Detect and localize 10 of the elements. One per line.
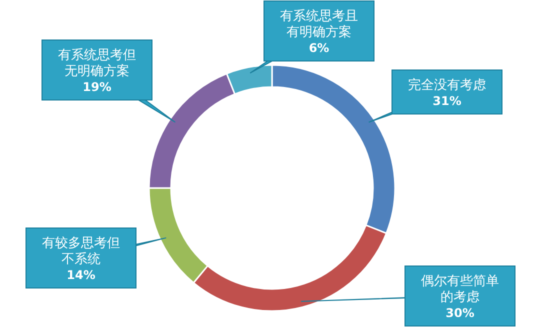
data-label: 19% (82, 80, 112, 94)
slice-label: 偶尔有些简单的考虑 (421, 274, 499, 305)
slice-label: 有系统思考但无明确方案 (58, 48, 136, 79)
slice-label: 有较多思考但不系统 (42, 236, 120, 267)
data-label: 6% (308, 41, 330, 55)
data-label: 31% (432, 94, 462, 108)
data-label: 30% (446, 306, 474, 320)
slice-label: 完全没有考虑 (408, 77, 486, 93)
slice-label: 有系统思考且有明确方案 (280, 9, 358, 40)
data-label: 14% (66, 268, 96, 282)
